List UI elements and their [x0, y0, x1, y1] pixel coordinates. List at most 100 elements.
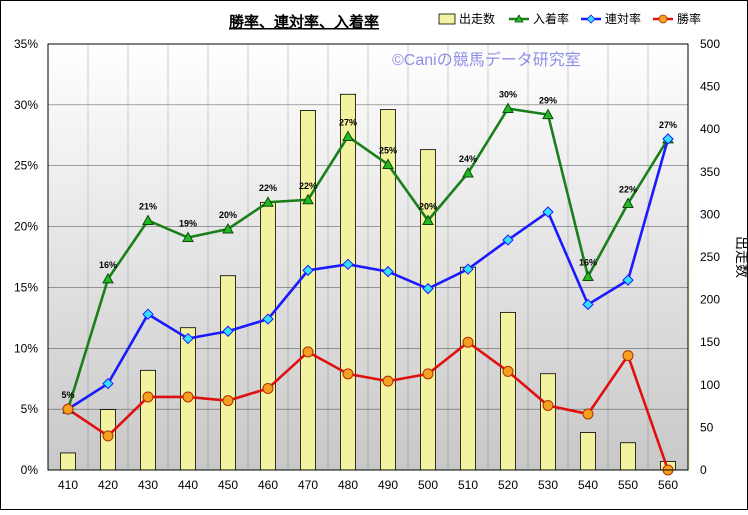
legend: 出走数 入着率 連対率 勝率: [438, 11, 701, 26]
marker-勝率-540: [582, 408, 594, 420]
y-right-tick-label: 350: [700, 165, 720, 179]
marker-勝率-520: [502, 365, 514, 377]
marker-入着率-440: [182, 231, 194, 243]
data-label-入着率: 20%: [419, 201, 437, 211]
marker-入着率-500: [422, 214, 434, 225]
y-right-tick-label: 200: [700, 293, 720, 307]
legend-swatch: [438, 13, 456, 25]
line-勝率: [67, 340, 670, 471]
x-tick-label: 440: [178, 478, 198, 492]
legend-marker: [658, 14, 668, 24]
marker-連対率-550: [622, 274, 634, 286]
y-left-tick-label: 25%: [14, 159, 38, 173]
marker-入着率-520: [502, 102, 514, 114]
marker-勝率-490: [382, 375, 394, 387]
marker-入着率-430: [142, 214, 154, 225]
bar-550: [620, 442, 637, 471]
marker-勝率-500: [422, 368, 434, 380]
bar-450: [219, 275, 236, 471]
marker-連対率-430: [142, 308, 154, 320]
legend-marker: [586, 14, 596, 24]
y-right-tick-label: 400: [700, 122, 720, 136]
legend-label: 連対率: [605, 11, 641, 26]
marker-連対率-530: [542, 206, 554, 218]
legend-item-入着率: 入着率: [509, 11, 569, 26]
x-tick-label: 480: [338, 478, 358, 492]
legend-label: 勝率: [677, 11, 701, 26]
data-label-入着率: 22%: [299, 181, 317, 191]
x-tick-label: 530: [538, 478, 558, 492]
marker-入着率-530: [542, 108, 554, 120]
x-tick-label: 470: [298, 478, 318, 492]
y-right-tick-label: 300: [700, 207, 720, 221]
y-right-tick-label: 0: [700, 463, 707, 477]
y-left-tick-label: 20%: [14, 220, 38, 234]
marker-連対率-470: [302, 264, 314, 277]
right-axis-label: 出走数: [734, 236, 748, 278]
chart-title: 勝率、連対率、入着率: [229, 13, 379, 31]
marker-連対率-500: [422, 282, 434, 295]
marker-勝率-480: [342, 368, 354, 380]
bar-460: [259, 202, 276, 471]
y-left-tick-label: 15%: [14, 280, 38, 294]
marker-入着率-490: [382, 158, 394, 169]
y-left-tick-label: 10%: [14, 341, 38, 355]
y-left-tick-label: 30%: [14, 98, 38, 112]
marker-連対率-420: [102, 377, 114, 390]
data-label-入着率: 19%: [179, 219, 197, 229]
marker-入着率-540: [582, 270, 594, 281]
x-tick-label: 460: [258, 478, 278, 492]
y-right-tick-label: 50: [700, 420, 714, 434]
marker-連対率-510: [462, 263, 474, 275]
data-label-入着率: 21%: [139, 201, 157, 211]
marker-入着率-470: [302, 193, 314, 205]
marker-入着率-510: [462, 166, 474, 178]
marker-勝率-420: [102, 430, 114, 442]
data-label-入着率: 22%: [259, 183, 277, 193]
marker-勝率-450: [222, 395, 234, 407]
marker-連対率-440: [182, 332, 194, 345]
line-入着率: [66, 107, 670, 410]
marker-勝率-470: [302, 346, 314, 358]
data-label-入着率: 27%: [659, 120, 677, 130]
bar-410: [60, 452, 77, 471]
data-label-layer: 5% 16% 21% 19% 20% 22% 22% 27% 25% 20% 24% 30% 29% 16…: [61, 90, 677, 401]
plot-frame: [47, 43, 689, 471]
data-label-入着率: 20%: [219, 210, 237, 220]
data-label-入着率: 16%: [579, 257, 597, 267]
data-label-入着率: 27%: [339, 118, 357, 128]
data-label-入着率: 22%: [619, 184, 637, 194]
x-tick-label: 490: [378, 478, 398, 492]
marker-連対率-480: [342, 258, 354, 271]
x-tick-label: 560: [658, 478, 678, 492]
x-tick-label: 420: [98, 478, 118, 492]
marker-勝率-430: [142, 391, 154, 403]
marker-入着率-450: [222, 222, 234, 234]
bar-470: [299, 110, 316, 471]
axis-layer: 0% 5% 10% 15% 20% 25% 30% 35% 0 50 100 150 200 250 300…: [14, 37, 720, 492]
data-label-入着率: 24%: [459, 154, 477, 164]
marker-入着率-420: [102, 272, 114, 284]
bar-430: [139, 369, 156, 471]
marker-連対率-460: [262, 313, 274, 325]
y-left-tick-label: 0%: [21, 463, 39, 477]
x-tick-label: 450: [218, 478, 238, 492]
x-tick-label: 500: [418, 478, 438, 492]
line-連対率: [67, 138, 670, 411]
legend-marker: [514, 14, 524, 23]
marker-入着率-480: [342, 130, 354, 142]
y-right-tick-label: 500: [700, 37, 720, 51]
bar-500: [419, 149, 436, 471]
marker-連対率-560: [662, 133, 674, 145]
marker-layer: [62, 102, 674, 476]
y-left-tick-label: 35%: [14, 37, 38, 51]
x-tick-label: 410: [58, 478, 78, 492]
y-right-tick-label: 100: [700, 378, 720, 392]
x-tick-label: 550: [618, 478, 638, 492]
marker-勝率-440: [182, 391, 194, 403]
y-right-tick-label: 250: [700, 250, 720, 264]
y-right-tick-label: 450: [700, 80, 720, 94]
marker-入着率-460: [262, 196, 274, 207]
bar-510: [459, 266, 476, 471]
